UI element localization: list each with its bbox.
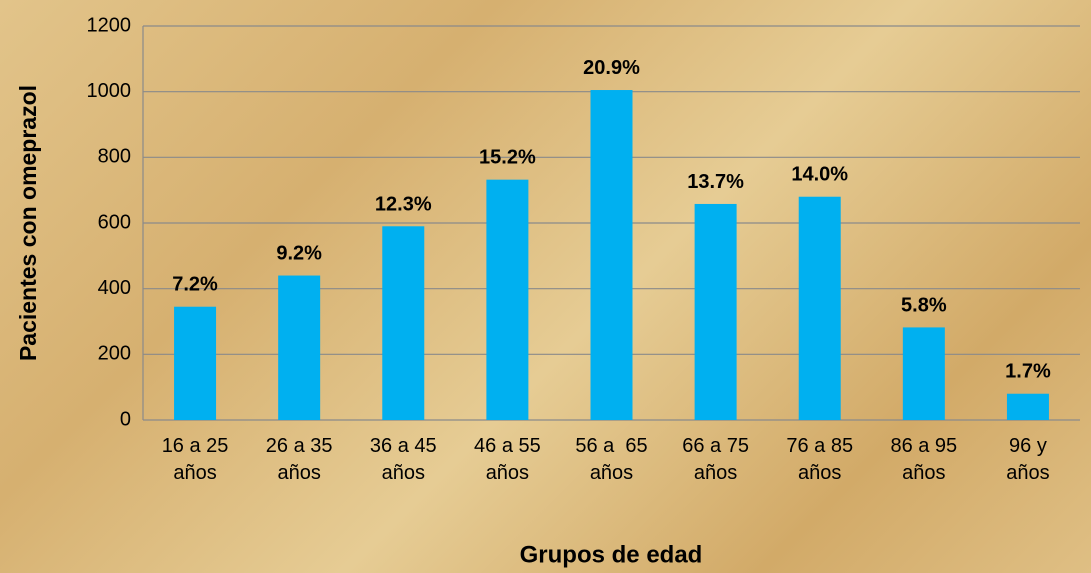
bar: [1006, 393, 1049, 420]
x-tick-label: años: [902, 462, 945, 484]
data-label: 1.7%: [1005, 361, 1051, 383]
x-tick-label: años: [694, 462, 737, 484]
data-label: 12.3%: [375, 193, 432, 215]
x-tick-label: 46 a 55: [474, 435, 541, 457]
x-tick-label: 16 a 25: [162, 435, 229, 457]
y-tick-label: 0: [120, 408, 131, 430]
data-label: 5.8%: [901, 294, 947, 316]
y-tick-label: 1200: [87, 14, 132, 36]
bar: [174, 306, 217, 420]
x-tick-label: años: [382, 462, 425, 484]
bar: [486, 179, 529, 420]
x-tick-label: años: [590, 462, 633, 484]
bar: [590, 90, 633, 421]
y-tick-label: 1000: [87, 80, 132, 102]
y-tick-label: 400: [98, 277, 131, 299]
data-label: 9.2%: [276, 243, 322, 265]
y-axis-label: Pacientes con omeprazol: [15, 85, 41, 361]
x-tick-label: años: [173, 462, 216, 484]
x-tick-label: 26 a 35: [266, 435, 333, 457]
bar: [902, 327, 945, 420]
bar: [694, 203, 737, 420]
data-label: 15.2%: [479, 147, 536, 169]
x-tick-label: 56 a 65: [575, 435, 647, 457]
x-tick-label: 66 a 75: [682, 435, 749, 457]
x-tick-label: 36 a 45: [370, 435, 437, 457]
x-tick-label: 86 a 95: [890, 435, 957, 457]
y-tick-label: 600: [98, 211, 131, 233]
data-label: 13.7%: [687, 171, 744, 193]
y-tick-label: 800: [98, 146, 131, 168]
bar: [798, 196, 841, 420]
y-tick-label: 200: [98, 343, 131, 365]
data-label: 20.9%: [583, 57, 640, 79]
x-axis-label: Grupos de edad: [520, 541, 703, 568]
x-tick-label: 76 a 85: [786, 435, 853, 457]
bar: [278, 275, 321, 420]
bar: [382, 226, 425, 420]
data-label: 7.2%: [172, 274, 218, 296]
data-label: 14.0%: [791, 164, 848, 186]
x-tick-label: años: [1006, 462, 1049, 484]
x-tick-label: años: [798, 462, 841, 484]
x-tick-label: 96 y: [1009, 435, 1047, 457]
x-tick-label: años: [277, 462, 320, 484]
x-tick-label: años: [486, 462, 529, 484]
